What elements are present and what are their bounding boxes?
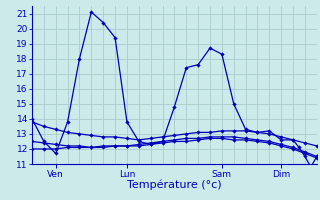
X-axis label: Température (°c): Température (°c) (127, 180, 222, 190)
